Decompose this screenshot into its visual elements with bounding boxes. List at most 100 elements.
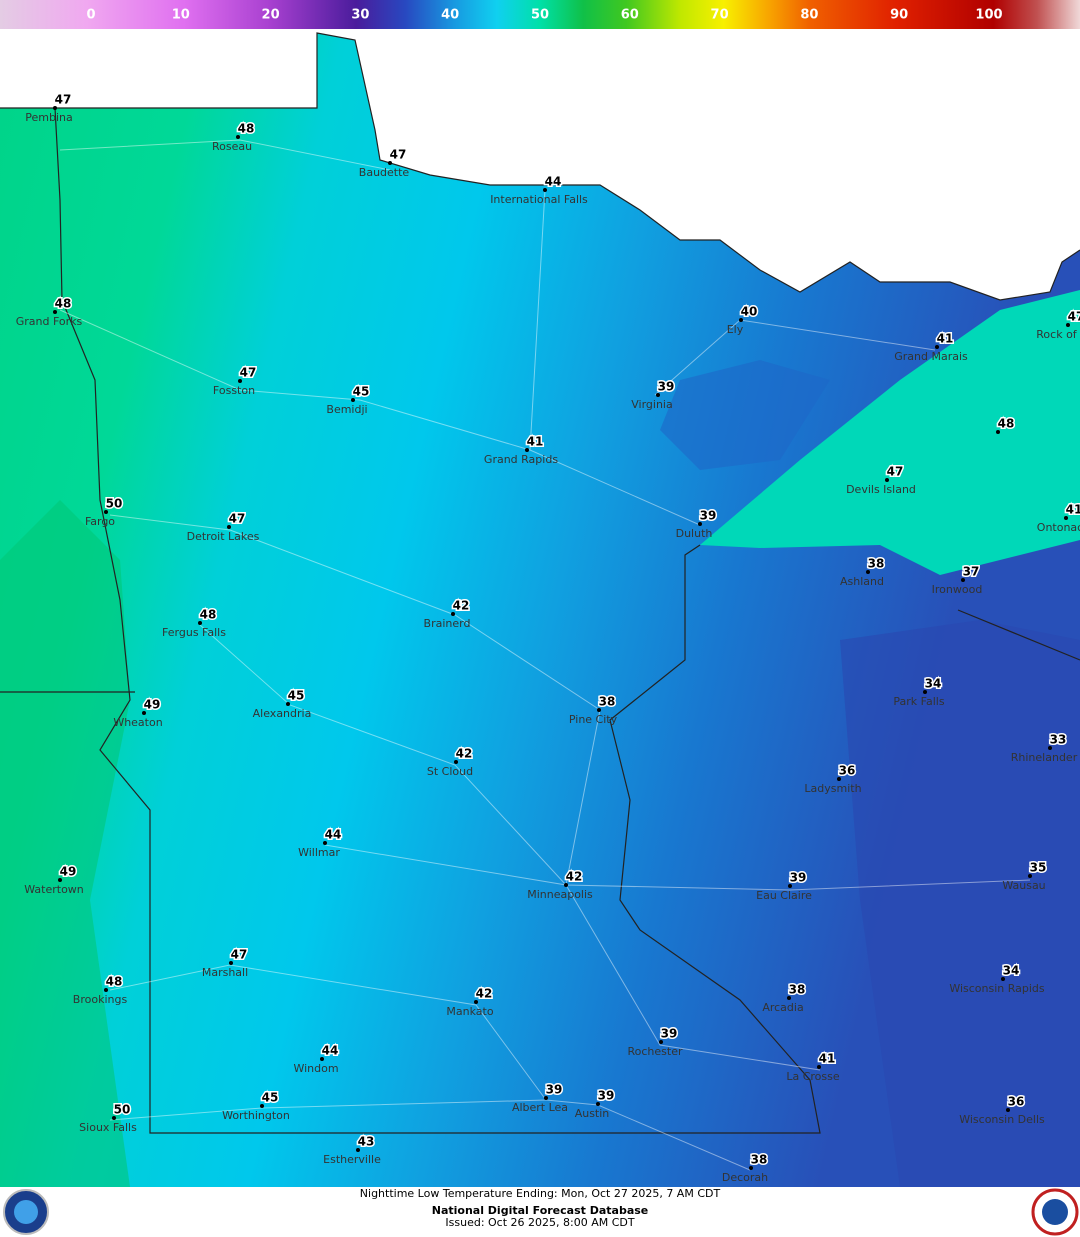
temperature-label: 37 <box>963 565 980 579</box>
city-name: Sioux Falls <box>79 1121 137 1134</box>
temperature-label: 44 <box>322 1044 339 1058</box>
temperature-label: 42 <box>456 747 473 761</box>
city-dot <box>229 961 233 965</box>
temperature-label: 36 <box>1008 1095 1025 1109</box>
city-dot <box>227 525 231 529</box>
temperature-label: 38 <box>751 1153 768 1167</box>
city-dot <box>788 884 792 888</box>
city-name: Ladysmith <box>804 782 861 795</box>
city-name: Eau Claire <box>756 889 812 902</box>
city-name: Grand Forks <box>16 315 83 328</box>
city-name: Watertown <box>24 883 84 896</box>
city-dot <box>525 448 529 452</box>
temperature-label: 48 <box>200 608 217 622</box>
city-dot <box>238 379 242 383</box>
city-dot <box>837 777 841 781</box>
city-name: Wausau <box>1002 879 1045 892</box>
temperature-label: 44 <box>325 828 342 842</box>
city-name: Willmar <box>298 846 340 859</box>
city-dot <box>596 1102 600 1106</box>
city-name: Baudette <box>359 166 410 179</box>
state-lines <box>957 609 1080 661</box>
temperature-label: 44 <box>545 175 562 189</box>
temperature-label: 48 <box>55 297 72 311</box>
city-name: Arcadia <box>762 1001 803 1014</box>
noaa-logo-inner <box>14 1200 38 1224</box>
lake-superior <box>700 290 1080 575</box>
temperature-label: 41 <box>819 1052 836 1066</box>
temperature-label: 45 <box>262 1091 279 1105</box>
colorbar-tick-label: 50 <box>531 8 549 23</box>
city-name: Fargo <box>85 515 115 528</box>
city-dot <box>739 318 743 322</box>
temperature-label: 39 <box>700 509 717 523</box>
city-dot <box>1006 1108 1010 1112</box>
temperature-label: 48 <box>998 417 1015 431</box>
city-name: Roseau <box>212 140 252 153</box>
city-dot <box>1001 977 1005 981</box>
city-dot <box>351 398 355 402</box>
city-dot <box>454 760 458 764</box>
colorbar-tick-label: 10 <box>172 8 190 23</box>
city-dot <box>564 883 568 887</box>
city-dot <box>104 988 108 992</box>
temperature-label: 47 <box>231 948 248 962</box>
city-name: St Cloud <box>427 765 473 778</box>
city-name: Pine City <box>569 713 618 726</box>
city-name: Wheaton <box>113 716 162 729</box>
city-dot <box>104 510 108 514</box>
city-name: Park Falls <box>893 695 944 708</box>
temperature-label: 45 <box>353 385 370 399</box>
city-name: Worthington <box>222 1109 290 1122</box>
temperature-label: 39 <box>661 1027 678 1041</box>
city-name: Rock of A <box>1036 328 1080 341</box>
city-dot <box>1048 746 1052 750</box>
nws-logo-inner <box>1042 1199 1068 1225</box>
temperature-label: 39 <box>546 1083 563 1097</box>
temperature-label: 47 <box>390 148 407 162</box>
state-lines <box>54 107 821 1134</box>
city-name: Brookings <box>73 993 128 1006</box>
cool-region <box>660 360 830 470</box>
city-name: Ely <box>727 323 744 336</box>
city-dot <box>198 621 202 625</box>
temperature-label: 45 <box>288 689 305 703</box>
city-name: Austin <box>575 1107 610 1120</box>
colorbar-tick-label: 70 <box>711 8 729 23</box>
warm-region <box>0 500 130 1187</box>
temperature-label: 49 <box>60 865 77 879</box>
temperature-label: 33 <box>1050 733 1067 747</box>
city-name: Marshall <box>202 966 248 979</box>
city-name: Estherville <box>323 1153 381 1166</box>
city-name: Grand Rapids <box>484 453 558 466</box>
city-name: Ontonac <box>1037 521 1080 534</box>
city-dot <box>286 702 290 706</box>
colorbar-tick-label: 30 <box>351 8 369 23</box>
city-dot <box>1064 516 1068 520</box>
city-dot <box>817 1065 821 1069</box>
city-dot <box>749 1166 753 1170</box>
temperature-label: 47 <box>887 465 904 479</box>
city-name: Rochester <box>628 1045 683 1058</box>
temperature-label: 38 <box>868 557 885 571</box>
colorbar-tick-label: 20 <box>262 8 280 23</box>
city-name: Decorah <box>722 1171 768 1184</box>
colorbar-tick-label: 40 <box>441 8 459 23</box>
temperature-label: 41 <box>1066 503 1080 517</box>
city-name: Windom <box>293 1062 338 1075</box>
city-dot <box>323 841 327 845</box>
temperature-label: 43 <box>358 1135 375 1149</box>
city-name: Mankato <box>446 1005 493 1018</box>
city-dot <box>935 345 939 349</box>
temperature-label: 48 <box>238 122 255 136</box>
city-name: Ashland <box>840 575 884 588</box>
city-dot <box>787 996 791 1000</box>
city-dot <box>53 310 57 314</box>
city-dot <box>961 578 965 582</box>
footer-title: Nighttime Low Temperature Ending: Mon, O… <box>360 1187 721 1200</box>
city-name: La Crosse <box>786 1070 840 1083</box>
city-dot <box>260 1104 264 1108</box>
city-name: Albert Lea <box>512 1101 568 1114</box>
